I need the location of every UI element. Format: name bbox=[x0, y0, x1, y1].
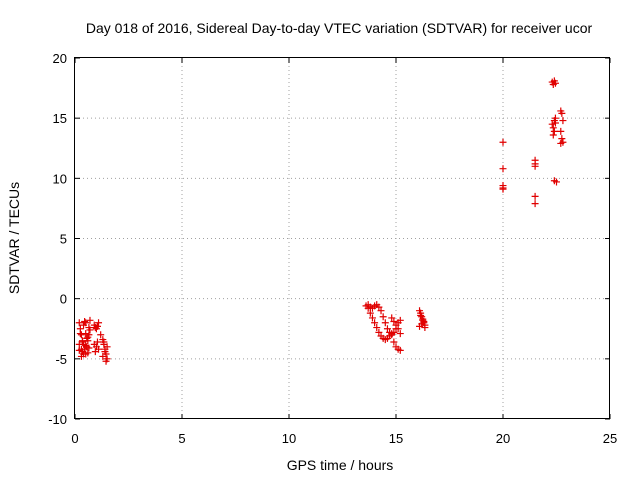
data-point bbox=[93, 338, 101, 346]
data-point bbox=[390, 318, 398, 326]
data-point bbox=[557, 139, 565, 147]
data-point bbox=[102, 357, 110, 365]
data-point bbox=[417, 312, 425, 320]
y-axis-title: SDTVAR / TECUs bbox=[6, 182, 22, 294]
data-point bbox=[103, 343, 111, 351]
x-tick-label: 25 bbox=[603, 431, 617, 446]
data-point bbox=[375, 328, 383, 336]
y-tick-label: -10 bbox=[48, 412, 67, 427]
grid bbox=[75, 58, 610, 419]
data-point bbox=[396, 330, 404, 338]
data-point bbox=[392, 321, 400, 329]
x-axis-title: GPS time / hours bbox=[287, 457, 394, 473]
x-tick-label: 20 bbox=[496, 431, 510, 446]
data-point bbox=[551, 119, 559, 127]
data-point bbox=[499, 138, 507, 146]
x-tick-label: 5 bbox=[178, 431, 185, 446]
data-point bbox=[77, 352, 85, 360]
data-point bbox=[364, 304, 372, 312]
data-point bbox=[379, 313, 387, 321]
plot-frame bbox=[74, 57, 610, 419]
y-tick-label: -5 bbox=[55, 352, 67, 367]
data-point bbox=[101, 348, 109, 356]
data-point bbox=[558, 135, 566, 143]
data-point bbox=[75, 346, 83, 354]
data-point bbox=[366, 309, 374, 317]
data-point bbox=[75, 319, 83, 327]
data-point bbox=[394, 325, 402, 333]
data-point bbox=[99, 352, 107, 360]
data-point bbox=[390, 338, 398, 346]
x-tick-label: 0 bbox=[71, 431, 78, 446]
data-point bbox=[559, 117, 567, 125]
chart-title: Day 018 of 2016, Sidereal Day-to-day VTE… bbox=[86, 20, 593, 36]
data-point bbox=[381, 319, 389, 327]
data-point bbox=[85, 331, 93, 339]
data-point bbox=[383, 325, 391, 333]
data-point bbox=[77, 331, 85, 339]
data-point bbox=[549, 124, 557, 132]
y-tick-label: 15 bbox=[53, 111, 67, 126]
data-point bbox=[100, 338, 108, 346]
data-point bbox=[396, 346, 404, 354]
data-point bbox=[377, 307, 385, 315]
data-point bbox=[531, 200, 539, 208]
data-point bbox=[419, 315, 427, 323]
y-tick-label: 20 bbox=[53, 51, 67, 66]
data-point bbox=[551, 79, 559, 87]
data-point bbox=[368, 314, 376, 322]
data-point bbox=[82, 319, 90, 327]
data-point bbox=[531, 162, 539, 170]
data-point bbox=[548, 120, 556, 128]
data-point bbox=[84, 349, 92, 357]
data-point bbox=[81, 318, 89, 326]
data-point bbox=[375, 303, 383, 311]
axis-ticks bbox=[74, 57, 611, 420]
tick-labels: 0 5 10 15 20 25 -10 -5 0 5 10 15 20 bbox=[48, 51, 617, 446]
data-point bbox=[97, 331, 105, 339]
data-point bbox=[82, 330, 90, 338]
data-point bbox=[373, 324, 381, 332]
data-point bbox=[93, 322, 101, 330]
y-tick-label: 10 bbox=[53, 171, 67, 186]
data-point bbox=[550, 127, 558, 135]
y-tick-label: 0 bbox=[60, 292, 67, 307]
data-point bbox=[499, 185, 507, 193]
data-point bbox=[396, 316, 404, 324]
data-point bbox=[86, 326, 94, 334]
data-point bbox=[558, 109, 566, 117]
x-tick-label: 15 bbox=[389, 431, 403, 446]
data-point bbox=[95, 319, 103, 327]
data-point bbox=[388, 314, 396, 322]
data-point bbox=[549, 131, 557, 139]
data-point bbox=[371, 319, 379, 327]
data-point bbox=[421, 324, 429, 332]
data-point bbox=[91, 348, 99, 356]
y-tick-label: 5 bbox=[60, 232, 67, 247]
data-point bbox=[83, 334, 91, 342]
data-points bbox=[75, 77, 567, 365]
data-point bbox=[85, 344, 93, 352]
data-point bbox=[499, 165, 507, 173]
data-point bbox=[553, 178, 560, 186]
data-point bbox=[78, 338, 86, 346]
data-point bbox=[388, 330, 396, 338]
x-tick-label: 10 bbox=[282, 431, 296, 446]
data-point bbox=[78, 348, 86, 356]
data-point bbox=[531, 192, 539, 200]
data-point bbox=[557, 127, 565, 135]
data-point bbox=[86, 316, 94, 324]
